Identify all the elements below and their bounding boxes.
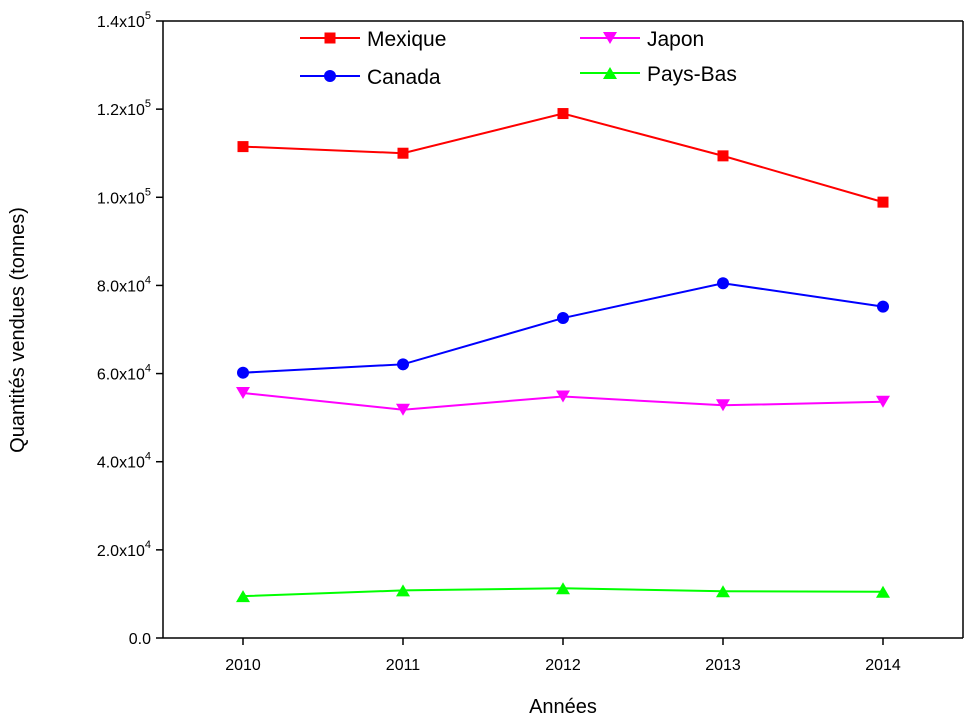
data-point-mexique [717,150,729,162]
data-point-japon [876,395,890,408]
data-point-pays-bas [396,584,410,597]
legend-item-japon: Japon [580,28,704,51]
data-point-canada [557,312,569,325]
series-japon [236,386,890,416]
x-tick-label: 2012 [545,657,581,674]
legend-item-pays-bas: Pays-Bas [580,63,737,86]
y-axis-title: Quantités vendues (tonnes) [7,207,29,453]
y-ticks: 0.0 2.0x104 4.0x104 6.0x104 8.0x104 1.0x105 1.… [97,10,163,648]
x-tick-label: 2011 [386,657,421,674]
series-line-mexique [242,112,884,204]
data-point-mexique [397,147,409,159]
data-point-canada [237,366,249,379]
series-canada [237,277,889,379]
y-tick-label: 8.0x104 [97,274,151,295]
y-tick-label: 1.2x105 [97,98,151,119]
legend-marker-pays-bas [603,67,617,79]
series-pays-bas [236,582,890,603]
data-point-mexique [557,108,569,120]
legend-label-canada: Canada [367,66,441,89]
legend-label-mexique: Mexique [367,28,446,51]
x-tick-label: 2013 [705,657,741,674]
legend-marker-japon [603,32,617,44]
legend-item-mexique: Mexique [300,28,446,51]
x-axis-title: Années [529,696,597,718]
x-tick-label: 2014 [865,657,901,674]
legend-label-japon: Japon [647,28,704,51]
data-point-pays-bas [556,582,570,595]
y-tick-label: 1.4x105 [97,10,151,31]
legend-item-canada: Canada [300,66,441,89]
series-mexique [237,108,889,208]
data-point-mexique [237,141,249,153]
y-tick-label: 1.0x105 [97,186,151,207]
data-point-japon [716,399,730,412]
y-tick-label: 4.0x104 [97,451,151,472]
data-point-pays-bas [716,585,730,598]
data-point-pays-bas [876,585,890,598]
legend-marker-canada [324,70,336,82]
axes [162,20,964,639]
series-line-canada [242,282,884,374]
data-point-japon [396,403,410,416]
x-ticks: 2010 2011 2012 2013 2014 [225,638,901,674]
data-point-japon [556,390,570,403]
legend-label-pays-bas: Pays-Bas [647,63,737,86]
data-point-mexique [877,196,889,208]
y-tick-label: 6.0x104 [97,363,151,384]
data-point-canada [877,300,889,313]
data-point-canada [717,277,729,290]
legend: Mexique Canada Japon Pays-Bas [300,28,737,89]
x-tick-label: 2010 [225,657,261,674]
data-point-canada [397,358,409,371]
y-tick-label: 0.0 [129,631,151,648]
data-point-japon [236,386,250,399]
data-point-pays-bas [236,590,250,603]
legend-marker-mexique [324,32,336,44]
series-group [236,108,890,603]
y-tick-label: 2.0x104 [97,539,151,560]
